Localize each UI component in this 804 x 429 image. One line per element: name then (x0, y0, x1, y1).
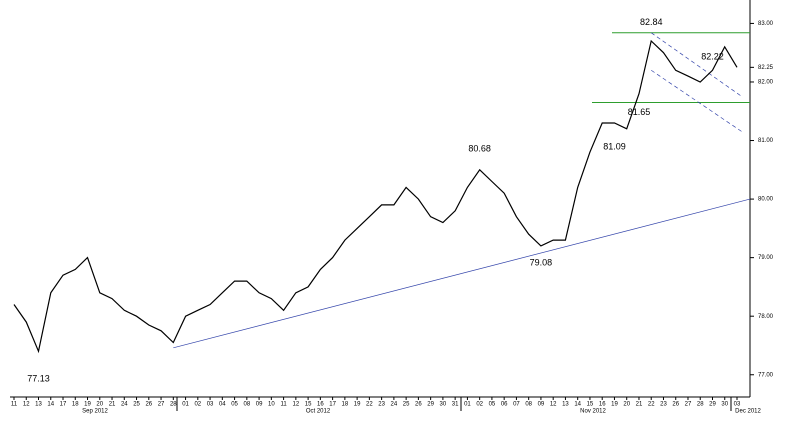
x-tick-label: 07 (513, 402, 520, 408)
x-tick-label: 10 (268, 402, 275, 408)
annotation: 79.08 (530, 257, 553, 267)
x-tick-label: 17 (60, 402, 67, 408)
x-tick-label: 29 (427, 402, 434, 408)
x-tick-label: 08 (525, 402, 532, 408)
y-tick-label: 77.00 (758, 372, 774, 378)
channel-upper (651, 32, 743, 97)
x-tick-label: 30 (440, 402, 447, 408)
x-tick-label: 27 (685, 402, 692, 408)
annotation: 82.84 (640, 17, 663, 27)
x-tick-label: 14 (574, 402, 581, 408)
x-tick-label: 08 (243, 402, 250, 408)
x-tick-label: 19 (354, 402, 361, 408)
x-tick-label: 28 (697, 402, 704, 408)
y-tick-label: 81.00 (758, 138, 774, 144)
x-tick-label: 03 (207, 402, 214, 408)
y-tick-label: 82.00 (758, 80, 774, 86)
price-line (13, 39, 738, 354)
annotation: 81.09 (603, 142, 626, 152)
x-tick-label: 11 (11, 402, 18, 408)
x-tick-label: 27 (158, 402, 165, 408)
x-tick-label: 31 (452, 402, 459, 408)
x-tick-label: 04 (219, 402, 226, 408)
x-tick-label: 12 (293, 402, 300, 408)
x-tick-label: 26 (672, 402, 679, 408)
x-tick-label: 02 (476, 402, 483, 408)
x-tick-label: 26 (415, 402, 422, 408)
x-tick-label: 25 (133, 402, 140, 408)
annotation: 80.68 (468, 144, 491, 154)
x-tick-label: 24 (121, 402, 128, 408)
month-label: Dec 2012 (735, 409, 761, 415)
x-tick-label: 11 (280, 402, 287, 408)
support-line (173, 198, 751, 349)
x-tick-label: 12 (550, 402, 557, 408)
x-tick-label: 17 (329, 402, 336, 408)
x-tick-label: 02 (194, 402, 201, 408)
x-tick-label: 16 (599, 402, 606, 408)
x-tick-label: 18 (342, 402, 349, 408)
x-tick-label: 13 (35, 402, 42, 408)
x-tick-label: 21 (636, 402, 643, 408)
x-tick-label: 29 (709, 402, 716, 408)
x-tick-label: 28 (170, 402, 177, 408)
x-tick-label: 03 (734, 402, 741, 408)
x-tick-label: 09 (538, 402, 545, 408)
x-tick-label: 22 (366, 402, 373, 408)
x-tick-label: 20 (96, 402, 103, 408)
x-tick-label: 14 (47, 402, 54, 408)
y-tick-label: 83.00 (758, 21, 774, 27)
x-tick-label: 19 (84, 402, 91, 408)
x-tick-label: 05 (489, 402, 496, 408)
x-tick-label: 09 (256, 402, 263, 408)
x-tick-label: 16 (317, 402, 324, 408)
x-tick-label: 15 (587, 402, 594, 408)
x-tick-label: 19 (611, 402, 618, 408)
x-tick-label: 23 (378, 402, 385, 408)
x-tick-label: 22 (648, 402, 655, 408)
x-tick-label: 21 (109, 402, 116, 408)
y-tick-label: 78.00 (758, 314, 774, 320)
x-tick-label: 15 (305, 402, 312, 408)
x-tick-label: 25 (403, 402, 410, 408)
x-tick-label: 18 (72, 402, 79, 408)
x-tick-label: 01 (464, 402, 471, 408)
annotation: 81.65 (628, 107, 651, 117)
x-tick-label: 05 (231, 402, 238, 408)
x-tick-label: 20 (623, 402, 630, 408)
month-label: Oct 2012 (306, 409, 331, 415)
x-tick-label: 30 (721, 402, 728, 408)
y-tick-label: 80.00 (758, 197, 774, 203)
month-label: Nov 2012 (580, 409, 606, 415)
x-tick-label: 24 (391, 402, 398, 408)
x-tick-label: 01 (182, 402, 189, 408)
month-label: Sep 2012 (82, 409, 108, 415)
x-tick-label: 06 (501, 402, 508, 408)
annotation: 82.22 (701, 51, 724, 61)
x-tick-label: 26 (145, 402, 152, 408)
x-tick-label: 12 (23, 402, 30, 408)
y-tick-label: 79.00 (758, 255, 774, 261)
annotation: 77.13 (27, 374, 50, 384)
x-tick-label: 23 (660, 402, 667, 408)
current-price-label: 82.25 (758, 65, 774, 71)
x-tick-label: 13 (562, 402, 569, 408)
channel-lower (651, 69, 743, 133)
